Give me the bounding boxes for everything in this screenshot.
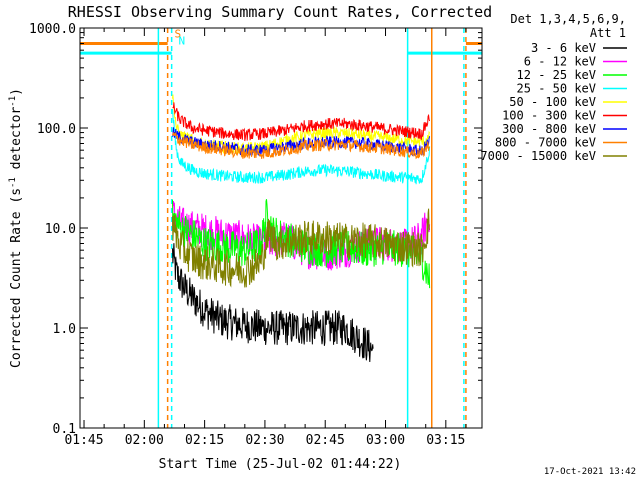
y-tick-label: 1000.0 (29, 22, 76, 37)
x-tick-label: 02:15 (185, 433, 224, 448)
x-tick-label: 02:00 (125, 433, 164, 448)
annotation-0: S (174, 28, 181, 41)
y-tick-label: 10.0 (45, 222, 76, 237)
x-axis-label: Start Time (25-Jul-02 01:44:22) (159, 457, 402, 472)
legend-label-5: 100 - 300 keV (502, 109, 596, 123)
x-tick-label: 02:45 (306, 433, 345, 448)
series-line-7 (172, 131, 431, 160)
y-tick-label: 100.0 (37, 122, 76, 137)
y-axis-label: Corrected Count Rate (s-1 detector-1) (8, 88, 24, 368)
y-tick-label: 0.1 (53, 422, 76, 437)
legend-label-8: 7000 - 15000 keV (480, 149, 596, 163)
legend-label-1: 6 - 12 keV (524, 55, 596, 69)
legend-header-2: Att 1 (590, 26, 626, 40)
series-line-5 (172, 102, 431, 142)
footer-date: 17-Oct-2021 13:42 (544, 467, 636, 477)
legend-label-2: 12 - 25 keV (517, 68, 596, 82)
chart-title: RHESSI Observing Summary Count Rates, Co… (68, 3, 492, 21)
legend-label-7: 800 - 7000 keV (495, 136, 596, 150)
series-line-3 (172, 108, 431, 185)
legend-label-3: 25 - 50 keV (517, 82, 596, 96)
legend-label-6: 300 - 800 keV (502, 122, 596, 136)
x-tick-label: 03:15 (426, 433, 465, 448)
x-tick-label: 01:45 (64, 433, 103, 448)
x-tick-label: 02:30 (245, 433, 284, 448)
annotation-1: N (178, 35, 185, 48)
legend-label-4: 50 - 100 keV (509, 95, 596, 109)
series-line-0 (172, 243, 374, 363)
y-tick-label: 1.0 (53, 322, 76, 337)
legend-label-0: 3 - 6 keV (531, 41, 596, 55)
series-line-8 (172, 208, 431, 288)
axes: 01:45 02:00 02:15 02:30 02:45 03:00 03:15 0.1 1.… (29, 22, 482, 448)
plot-area: SN (80, 28, 482, 428)
x-tick-label: 03:00 (366, 433, 405, 448)
legend-header-1: Det 1,3,4,5,6,9, (510, 12, 626, 26)
